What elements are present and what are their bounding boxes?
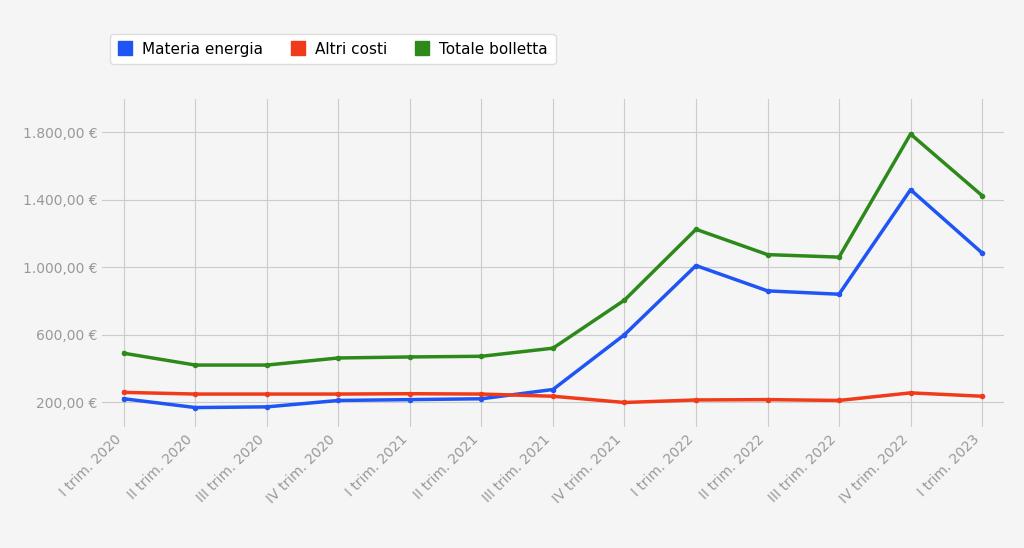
Materia energia	[403, 396, 416, 403]
Line: Altri costi: Altri costi	[121, 390, 985, 406]
Altri costi	[690, 397, 702, 403]
Materia energia	[475, 396, 487, 402]
Materia energia	[904, 186, 916, 193]
Totale bolletta	[332, 355, 344, 361]
Materia energia	[976, 250, 988, 256]
Totale bolletta	[261, 362, 273, 368]
Materia energia	[261, 403, 273, 410]
Totale bolletta	[762, 252, 774, 258]
Altri costi	[762, 396, 774, 403]
Materia energia	[118, 396, 130, 402]
Materia energia	[189, 404, 202, 411]
Totale bolletta	[618, 297, 631, 304]
Materia energia	[618, 332, 631, 338]
Line: Totale bolletta: Totale bolletta	[121, 132, 985, 368]
Altri costi	[976, 393, 988, 399]
Altri costi	[547, 393, 559, 399]
Totale bolletta	[690, 226, 702, 232]
Materia energia	[833, 291, 845, 298]
Totale bolletta	[118, 350, 130, 357]
Totale bolletta	[976, 192, 988, 199]
Altri costi	[261, 391, 273, 397]
Legend: Materia energia, Altri costi, Totale bolletta: Materia energia, Altri costi, Totale bol…	[110, 34, 556, 64]
Altri costi	[189, 391, 202, 397]
Altri costi	[118, 389, 130, 396]
Totale bolletta	[475, 353, 487, 359]
Totale bolletta	[833, 254, 845, 260]
Totale bolletta	[547, 345, 559, 351]
Materia energia	[332, 397, 344, 404]
Totale bolletta	[403, 353, 416, 360]
Altri costi	[403, 390, 416, 397]
Altri costi	[475, 391, 487, 397]
Line: Materia energia: Materia energia	[121, 187, 985, 410]
Materia energia	[690, 262, 702, 269]
Materia energia	[547, 386, 559, 393]
Altri costi	[904, 390, 916, 396]
Materia energia	[762, 288, 774, 294]
Totale bolletta	[904, 131, 916, 138]
Altri costi	[618, 399, 631, 406]
Altri costi	[833, 397, 845, 404]
Totale bolletta	[189, 362, 202, 368]
Altri costi	[332, 391, 344, 397]
